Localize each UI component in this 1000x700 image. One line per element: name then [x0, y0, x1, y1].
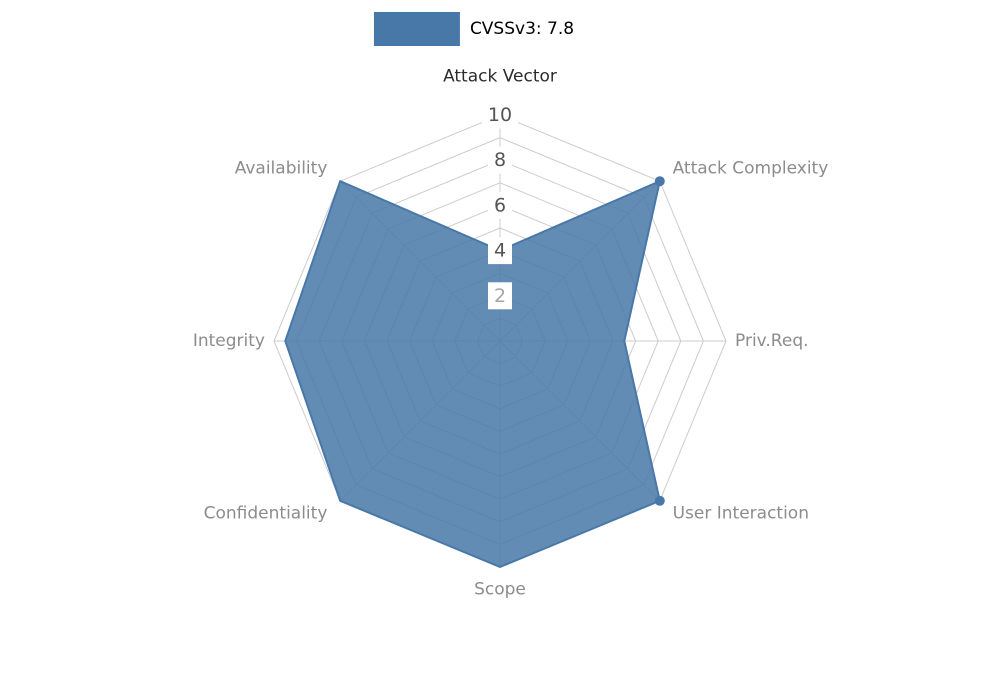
- tick-box: [488, 282, 512, 310]
- axis-label: Priv.Req.: [735, 331, 809, 351]
- axis-label: Availability: [235, 158, 328, 178]
- tick-box: [482, 101, 518, 129]
- tick-box: [488, 237, 512, 265]
- axis-label: Scope: [474, 580, 526, 600]
- tick-box: [488, 191, 512, 219]
- vertex-marker: [654, 176, 665, 187]
- legend-swatch: [373, 12, 460, 46]
- radial-tick-label: 6: [494, 194, 506, 216]
- radial-tick-label: 2: [494, 285, 506, 307]
- radial-tick-label: 10: [488, 104, 512, 126]
- axis-label: Integrity: [193, 331, 265, 351]
- axis-label: Confidentiality: [204, 504, 328, 524]
- axis-label: Attack Complexity: [673, 158, 829, 178]
- legend-label: CVSSv3: 7.8: [469, 19, 575, 39]
- series-polygon: [284, 180, 661, 568]
- legend: CVSSv3: 7.8: [373, 12, 575, 46]
- radial-tick-label: 4: [494, 240, 506, 262]
- axis-label: Attack Vector: [443, 67, 557, 87]
- radial-tick-label: 8: [494, 149, 506, 171]
- tick-box: [488, 146, 512, 174]
- axis-label: User Interaction: [673, 504, 809, 524]
- vertex-marker: [654, 495, 665, 506]
